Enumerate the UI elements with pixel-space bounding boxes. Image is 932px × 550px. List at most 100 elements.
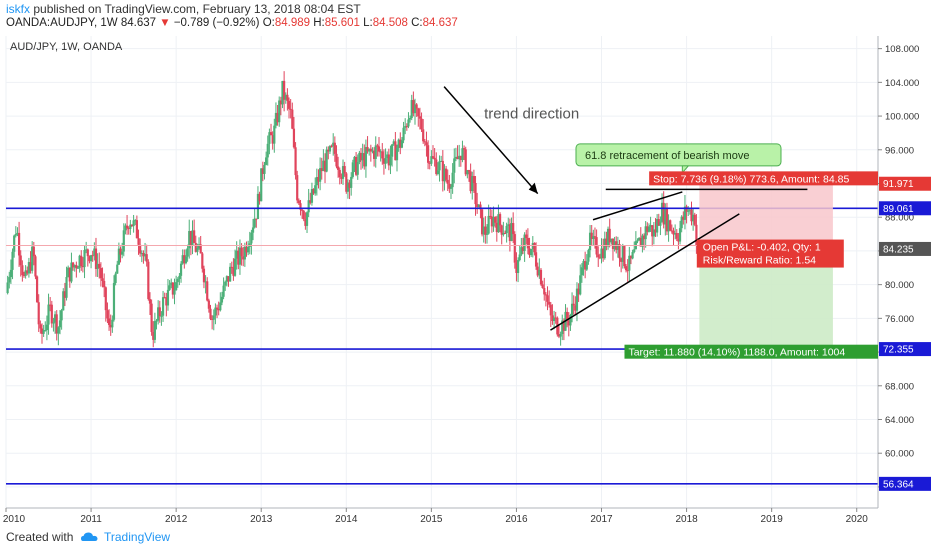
candle-body — [222, 285, 225, 297]
candle-body — [261, 168, 264, 174]
candle-body — [435, 159, 438, 175]
candle-body — [693, 214, 696, 225]
candle-body — [201, 253, 204, 269]
candle-body — [490, 216, 493, 227]
candle-body — [55, 314, 58, 334]
price-tick-label: 76.000 — [885, 314, 914, 325]
candle-body — [70, 262, 73, 282]
candle-body — [670, 230, 673, 232]
candle-body — [623, 245, 626, 267]
candle-body — [173, 290, 176, 295]
candle-body — [98, 263, 101, 269]
candle-body — [348, 182, 351, 188]
candle-body — [227, 276, 230, 282]
candle-body — [469, 171, 472, 192]
candle-body — [476, 204, 479, 208]
candle-body — [572, 303, 575, 306]
candle-body — [188, 230, 191, 249]
candle-body — [611, 238, 615, 250]
ohlc-line: OANDA:AUDJPY, 1W 84.637 ▼ −0.789 (−0.92%… — [6, 17, 458, 29]
candle-body — [456, 156, 459, 160]
candle-body — [688, 209, 691, 211]
candle-body — [340, 177, 343, 179]
candle-body — [139, 244, 142, 254]
time-tick-label: 2018 — [675, 514, 698, 525]
annotations[interactable]: trend direction 61.8 retracement of beari… — [484, 106, 878, 359]
candle-body — [24, 270, 27, 276]
candle-body — [333, 142, 336, 154]
pnl-box-bg — [696, 239, 844, 268]
candle-body — [335, 153, 338, 167]
candle-body — [147, 261, 150, 300]
candle-body — [467, 170, 471, 172]
candle-body — [312, 188, 315, 194]
tradingview-cloud-icon — [81, 532, 98, 541]
candle-body — [459, 155, 462, 160]
candle-body — [233, 258, 237, 276]
candle-body — [608, 228, 611, 243]
candle-body — [75, 265, 78, 269]
candle-body — [171, 282, 174, 295]
candle-body — [243, 246, 246, 260]
candle-body — [526, 238, 529, 249]
candle-body — [395, 148, 399, 161]
candle-body — [494, 217, 497, 223]
candle-body — [543, 287, 546, 295]
open-pnl-label: Open P&L: -0.402, Qty: 1 — [703, 242, 821, 254]
time-axis[interactable]: 2010 2011 2012 2013 2014 2015 2016 2017 2018 2019… — [3, 507, 878, 525]
candle-body — [415, 104, 418, 109]
candle-body — [81, 265, 84, 268]
candle-body — [685, 206, 688, 212]
candle-body — [193, 230, 196, 243]
candle-body — [386, 154, 389, 159]
close-value: 84.637 — [422, 17, 458, 29]
candle-body — [639, 237, 642, 247]
candle-body — [356, 161, 359, 175]
candle-body — [292, 128, 296, 148]
candle-body — [480, 209, 484, 235]
candle-body — [521, 247, 525, 251]
candle-body — [497, 214, 500, 233]
tradingview-brand[interactable]: TradingView — [104, 530, 171, 544]
candle-body — [31, 246, 34, 271]
candle-body — [85, 249, 88, 251]
candle-body — [358, 152, 361, 162]
candle-body — [551, 315, 554, 321]
candle-body — [353, 156, 356, 163]
candle-body — [281, 80, 284, 105]
candle-body — [646, 226, 649, 232]
candle-body — [523, 234, 526, 251]
candle-body — [451, 172, 454, 188]
candle-body — [631, 252, 634, 259]
candle-body — [461, 148, 464, 160]
candle-body — [27, 262, 31, 274]
candle-body — [297, 200, 300, 204]
candle-body — [330, 146, 333, 148]
candle-body — [96, 263, 99, 269]
candle-body — [453, 158, 456, 173]
candle-body — [16, 232, 19, 235]
candle-body — [534, 252, 538, 267]
candle-body — [662, 202, 665, 225]
candle-body — [420, 118, 423, 130]
candle-body — [664, 207, 667, 225]
candle-body — [361, 153, 364, 161]
candle-body — [153, 321, 156, 340]
candle-body — [618, 244, 621, 259]
candle-body — [161, 297, 165, 316]
price-axis[interactable]: 108.000104.000100.00096.00092.00088.0008… — [877, 36, 931, 508]
candle-body — [672, 230, 675, 235]
candle-body — [518, 254, 521, 261]
candle-body — [19, 255, 22, 266]
candle-body — [245, 246, 248, 253]
trend-lines[interactable] — [443, 86, 808, 331]
author-link[interactable]: iskfx — [6, 2, 30, 16]
candle-body — [502, 232, 505, 235]
candle-body — [142, 253, 145, 257]
candle-body — [567, 320, 570, 326]
candle-body — [109, 324, 112, 328]
trend-arrow — [443, 86, 539, 195]
price-chart[interactable]: AUD/JPY, 1W, OANDA 108.000 104.000 100.000… — [0, 36, 932, 526]
candle-body — [443, 168, 446, 182]
candle-body — [284, 94, 287, 100]
